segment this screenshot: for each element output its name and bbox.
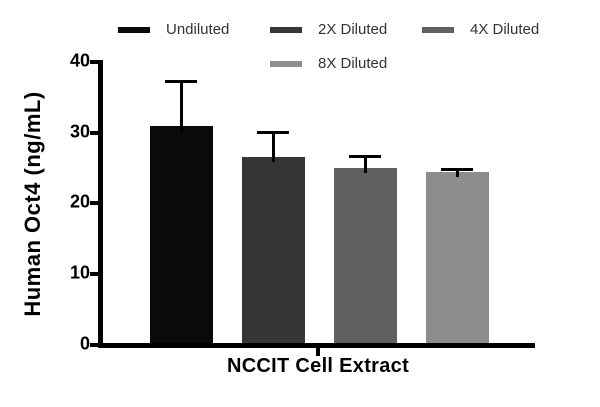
legend-label-1: Undiluted: [166, 21, 230, 39]
bar-8x-diluted: [425, 172, 489, 345]
error-bar-cap: [165, 79, 197, 83]
bar-2x-diluted: [241, 157, 305, 345]
bar-undiluted: [149, 126, 213, 345]
error-bar-line: [179, 80, 183, 132]
legend-swatch-4: [270, 61, 302, 67]
error-bar-line: [455, 168, 459, 178]
y-tick-label: 20: [69, 192, 90, 213]
y-tick-label: 0: [79, 333, 90, 354]
error-bar-line: [271, 131, 275, 163]
legend-swatch-2: [270, 27, 302, 33]
legend-label-2: 2X Diluted: [318, 21, 388, 39]
x-axis-line: [98, 343, 535, 348]
y-tick-label: 40: [69, 50, 90, 71]
x-axis-title: NCCIT Cell Extract: [226, 355, 410, 377]
legend-label-4: 8X Diluted: [318, 55, 388, 73]
error-bar-line: [363, 155, 367, 173]
bar-4x-diluted: [333, 167, 397, 345]
y-tick-label: 10: [69, 262, 90, 283]
y-tick-label: 30: [69, 121, 90, 142]
y-tick-mark: [90, 130, 98, 135]
y-tick-mark: [90, 59, 98, 64]
error-bar-cap: [349, 154, 381, 158]
legend-swatch-1: [118, 27, 150, 33]
legend-label-3: 4X Diluted: [470, 21, 540, 39]
y-tick-mark: [90, 201, 98, 206]
y-axis-line: [98, 60, 103, 347]
y-tick-mark: [90, 272, 98, 277]
error-bar-cap: [441, 167, 473, 171]
x-axis-tick: [316, 348, 320, 356]
y-tick-mark: [90, 343, 98, 347]
error-bar-cap: [257, 130, 289, 134]
legend-swatch-3: [422, 27, 454, 33]
